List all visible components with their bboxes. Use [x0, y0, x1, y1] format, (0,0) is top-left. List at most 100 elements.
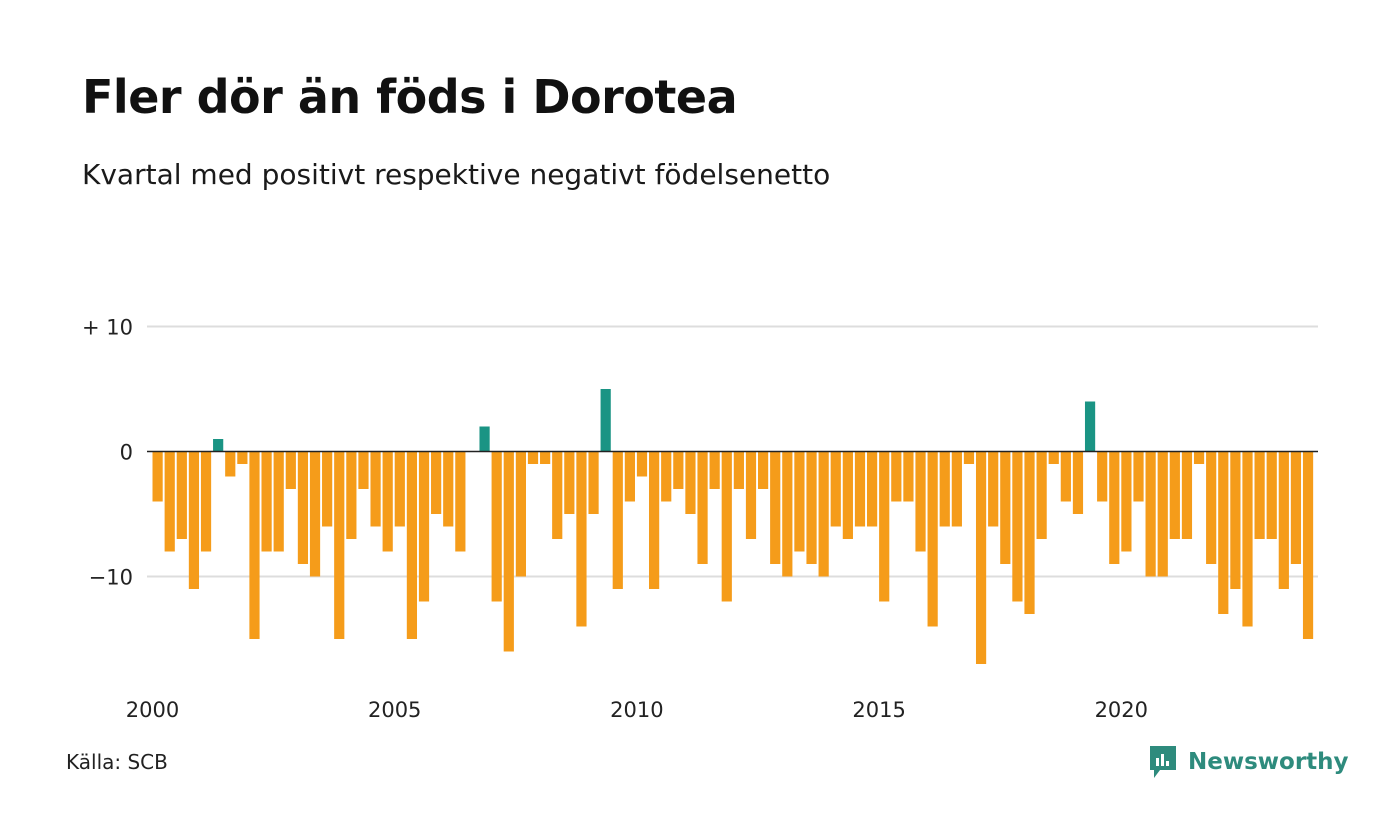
bar [588, 451, 599, 514]
bar [1278, 451, 1289, 589]
bar [431, 451, 442, 514]
bar [176, 451, 187, 539]
bar [661, 451, 672, 502]
bar [1145, 451, 1156, 577]
bar [879, 451, 890, 602]
bar [1036, 451, 1047, 539]
bar [685, 451, 696, 514]
bar [1181, 451, 1193, 539]
bar [552, 451, 563, 539]
bar [697, 451, 708, 564]
bar [576, 451, 587, 627]
bar [527, 451, 539, 464]
x-tick-label: 2000 [126, 698, 179, 722]
newsworthy-logo-icon [1150, 746, 1176, 778]
y-tick-label: 0 [120, 441, 133, 465]
bar [891, 451, 902, 502]
bar [225, 451, 236, 477]
bar [1242, 451, 1253, 627]
bar [770, 451, 781, 564]
bar [152, 451, 163, 502]
bar [1254, 451, 1265, 539]
x-tick-label: 2015 [852, 698, 905, 722]
y-tick-label: + 10 [82, 316, 133, 340]
y-tick-label: −10 [89, 566, 133, 590]
x-tick-label: 2005 [368, 698, 421, 722]
bar [540, 451, 551, 464]
bar [612, 451, 623, 589]
bar [1290, 451, 1302, 564]
bar [188, 451, 200, 589]
bar [1193, 451, 1205, 464]
bar [806, 451, 817, 564]
bar [915, 451, 926, 552]
bar [745, 451, 757, 539]
bar [309, 451, 321, 577]
bar [818, 451, 829, 577]
bar [1169, 451, 1180, 539]
bar [406, 451, 418, 639]
bar [733, 451, 744, 489]
bar [866, 451, 878, 527]
bar [963, 451, 975, 464]
x-tick-label: 2010 [610, 698, 663, 722]
bar [1121, 451, 1132, 552]
bar [600, 389, 611, 452]
bar [1097, 451, 1108, 502]
bar [261, 451, 272, 552]
bar [1000, 451, 1011, 564]
bar [1302, 451, 1314, 639]
bar [273, 451, 284, 552]
brand-logo[interactable]: Newsworthy [1148, 744, 1349, 780]
bar [1072, 451, 1084, 514]
bar [443, 451, 454, 527]
bar [624, 451, 635, 502]
bar [382, 451, 393, 552]
bar [237, 451, 248, 464]
bar [334, 451, 345, 639]
bar [503, 451, 514, 652]
bar [515, 451, 526, 577]
bar [200, 451, 212, 552]
bar [1024, 451, 1035, 614]
bar [721, 451, 732, 602]
bar [1157, 451, 1168, 577]
bar [939, 451, 950, 527]
chart-subtitle: Kvartal med positivt respektive negativt… [82, 158, 831, 191]
bar [1109, 451, 1120, 564]
bar [418, 451, 430, 602]
bar [1060, 451, 1071, 502]
bar [975, 451, 987, 664]
bar [794, 451, 805, 552]
bar [322, 451, 333, 527]
bar [249, 451, 260, 639]
bar [1012, 451, 1023, 602]
bar [951, 451, 962, 527]
bars [152, 389, 1314, 664]
bar [1133, 451, 1144, 502]
source-note: Källa: SCB [66, 750, 168, 774]
bar [1266, 451, 1277, 539]
bar [842, 451, 853, 539]
chart-title: Fler dör än föds i Dorotea [82, 70, 738, 124]
bar [394, 451, 405, 527]
bar [1048, 451, 1059, 464]
axes: + 10 0 −10 2000 2005 2010 2015 2020 [82, 316, 1318, 722]
bar [564, 451, 575, 514]
bar [297, 451, 309, 564]
bar [1206, 451, 1217, 564]
bar [1218, 451, 1229, 614]
bar [636, 451, 648, 477]
bar [782, 451, 793, 577]
bar [854, 451, 866, 527]
x-tick-label: 2020 [1095, 698, 1148, 722]
bar [491, 451, 502, 602]
bar [709, 451, 720, 489]
bar [370, 451, 381, 527]
brand-name: Newsworthy [1188, 749, 1349, 775]
bar [830, 451, 841, 527]
bar [358, 451, 369, 489]
bar [1084, 401, 1096, 452]
bar [1230, 451, 1241, 589]
